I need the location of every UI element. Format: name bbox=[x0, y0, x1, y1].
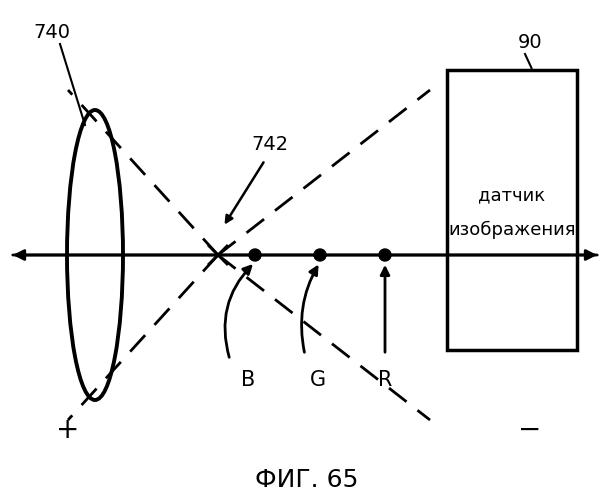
Text: B: B bbox=[241, 370, 255, 390]
Text: −: − bbox=[518, 416, 542, 444]
Circle shape bbox=[379, 249, 391, 261]
Text: изображения: изображения bbox=[448, 221, 576, 239]
Text: датчик: датчик bbox=[478, 186, 546, 204]
Bar bbox=[447, 70, 577, 350]
Text: +: + bbox=[57, 416, 80, 444]
Text: R: R bbox=[378, 370, 392, 390]
Text: 740: 740 bbox=[33, 22, 71, 42]
Text: ФИГ. 65: ФИГ. 65 bbox=[255, 468, 359, 492]
Text: 90: 90 bbox=[518, 32, 542, 52]
Circle shape bbox=[249, 249, 261, 261]
Text: 742: 742 bbox=[252, 136, 288, 154]
Text: G: G bbox=[310, 370, 326, 390]
Circle shape bbox=[314, 249, 326, 261]
